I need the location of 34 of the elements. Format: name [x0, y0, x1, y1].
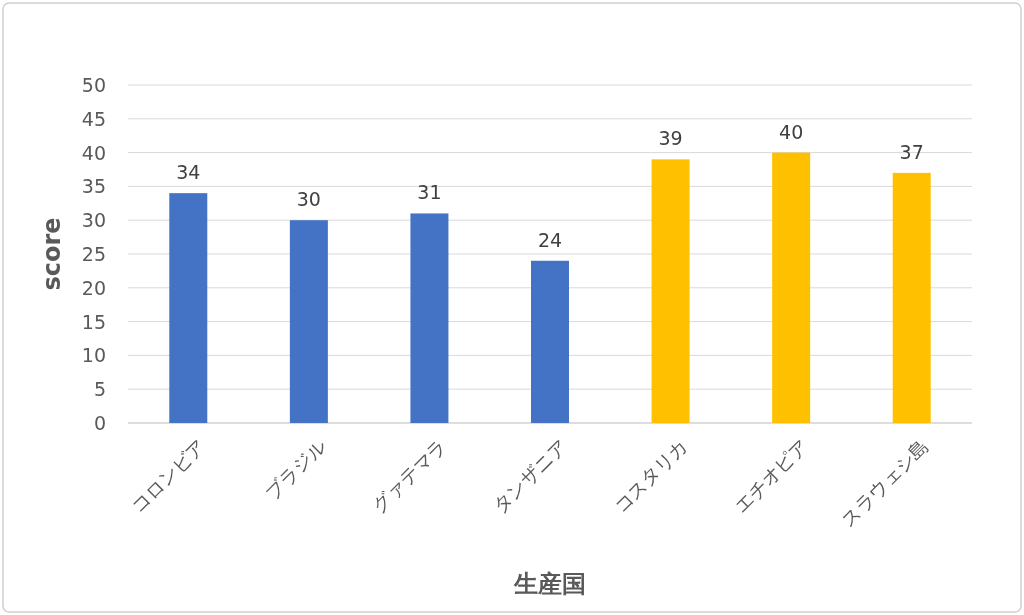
- x-axis-title: 生産国: [513, 570, 586, 598]
- data-label: 31: [417, 181, 442, 204]
- y-tick-label: 45: [81, 107, 106, 130]
- data-label: 37: [899, 140, 924, 163]
- x-tick-label: コロンビア: [126, 434, 210, 518]
- y-tick-label: 5: [93, 378, 106, 401]
- bar: [169, 193, 208, 423]
- y-tick-label: 30: [81, 209, 106, 232]
- y-tick-label: 15: [81, 310, 106, 333]
- data-label: 24: [537, 228, 563, 251]
- data-label: 30: [296, 188, 321, 211]
- y-tick-label: 40: [81, 141, 106, 164]
- x-tick-label: ブラジル: [260, 434, 330, 504]
- bar: [772, 152, 811, 423]
- bar: [289, 220, 328, 423]
- x-tick-label: スラウェシ島: [836, 434, 933, 531]
- y-tick-label: 35: [81, 175, 106, 198]
- y-axis-title: score: [38, 217, 66, 291]
- bar: [410, 213, 449, 423]
- data-label: 39: [658, 127, 683, 150]
- x-tick-label: タンザニア: [488, 434, 572, 518]
- data-label: 34: [176, 161, 201, 184]
- y-tick-label: 10: [81, 344, 106, 367]
- y-tick-label: 20: [81, 276, 106, 299]
- bar: [892, 172, 931, 423]
- bar: [531, 260, 569, 423]
- x-tick-label: グァテマラ: [367, 434, 451, 518]
- x-tick-label: エチオピア: [729, 434, 813, 518]
- x-tick-label: コスタリカ: [608, 434, 692, 518]
- data-label: 40: [779, 120, 804, 143]
- y-tick-label: 50: [81, 74, 106, 96]
- bar: [651, 159, 690, 423]
- y-tick-label: 0: [93, 412, 106, 434]
- y-tick-label: 25: [81, 243, 106, 265]
